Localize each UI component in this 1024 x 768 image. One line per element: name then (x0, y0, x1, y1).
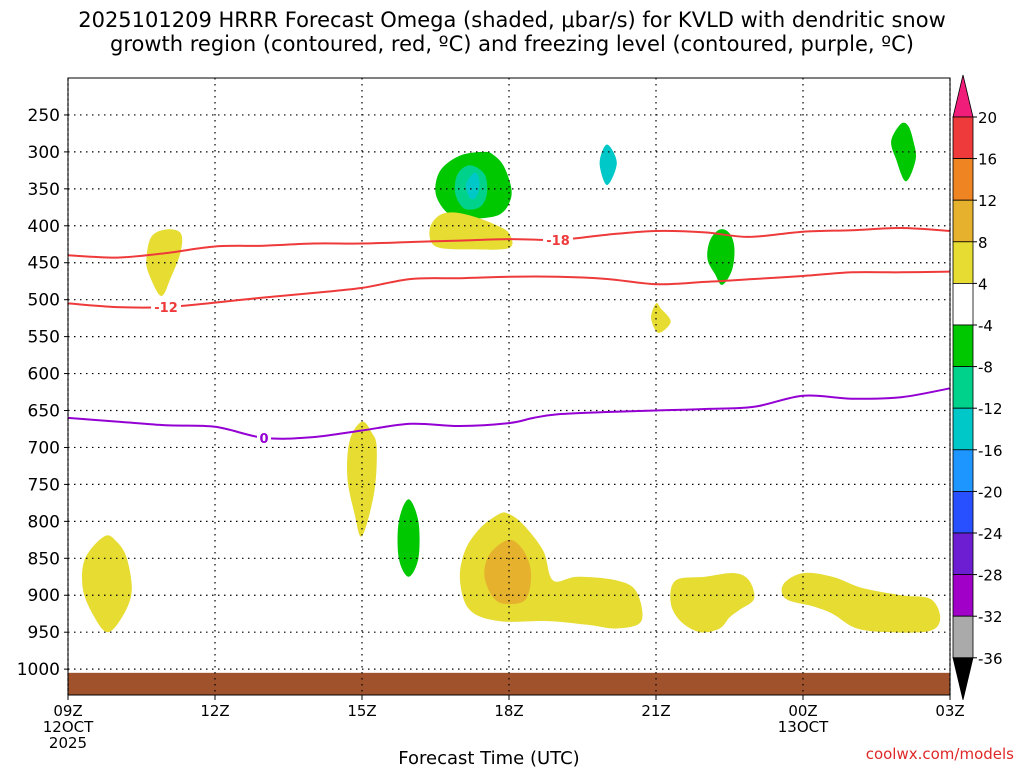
omega-area-cyan-300hpa-17z (465, 172, 480, 200)
xtick-label-21Z-0: 21Z (641, 702, 670, 720)
colorbar-box-5 (952, 324, 974, 367)
colorbar-label-6: -8 (978, 359, 993, 377)
ytick-label-750: 750 (28, 475, 60, 495)
colorbar-label-5: -4 (978, 317, 993, 335)
omega-shading-layer (81, 122, 941, 633)
contour-label-freezing-level-0: 0 (259, 432, 268, 447)
colorbar-label-10: -24 (978, 525, 1003, 543)
ground-surface (68, 672, 950, 695)
omega-area-yellow-880hpa-10z (81, 535, 132, 633)
ytick-label-850: 850 (28, 549, 60, 569)
x-axis-title: Forecast Time (UTC) (398, 748, 579, 768)
colorbar: 20 16 12 8 4 -4 -8 -12 -16 -20 -24 -28 -32 -36 (952, 74, 1003, 700)
colorbar-label-1: 16 (978, 151, 997, 169)
omega-area-yellow-730hpa-15z (347, 421, 377, 537)
contour-label-bg-freezing-level-0 (257, 429, 271, 446)
xtick-label-18Z-0: 18Z (494, 702, 523, 720)
ytick-label-300: 300 (28, 143, 60, 163)
omega-area-yellow-530hpa-21z (651, 303, 671, 333)
chart-title-line-1: 2025101209 HRRR Forecast Omega (shaded, … (78, 8, 946, 32)
ytick-label-450: 450 (28, 254, 60, 274)
colorbar-box-9 (952, 490, 974, 534)
contour-label-dgz-minus-12: -12 (154, 301, 178, 316)
contour-dgz-minus-12 (67, 270, 951, 309)
ytick-label-700: 700 (28, 438, 60, 458)
xtick-label-03Z-0: 03Z (935, 702, 964, 720)
axes-layer: 250 300 350 400 450 500 550 600 650 700 750 800 850 9… (17, 77, 965, 768)
ytick-label-500: 500 (28, 291, 60, 311)
omega-area-green-290hpa-02z (891, 122, 917, 182)
colorbar-label-11: -28 (978, 567, 1003, 585)
colorbar-label-2: 12 (978, 192, 997, 210)
ytick-label-650: 650 (28, 402, 60, 422)
omega-area-yellow-900hpa-01z (781, 572, 941, 633)
colorbar-box-8 (952, 449, 974, 492)
ytick-label-600: 600 (28, 365, 60, 385)
contour-dgz-minus-18 (67, 226, 951, 259)
colorbar-bottom-arrow (952, 657, 974, 700)
omega-area-yellow-410hpa-17z (429, 212, 513, 250)
colorbar-box-3 (952, 241, 974, 284)
xtick-label-09Z-2: 2025 (49, 734, 87, 752)
colorbar-box-12 (952, 615, 974, 659)
omega-area-orange-860hpa-18z (484, 539, 532, 605)
ytick-label-1000: 1000 (17, 660, 60, 680)
xtick-label-00Z-1: 13OCT (778, 718, 829, 736)
ytick-label-550: 550 (28, 328, 60, 348)
xtick-label-12Z-0: 12Z (200, 702, 229, 720)
colorbar-label-0: 20 (978, 109, 997, 127)
colorbar-box-1 (952, 158, 974, 201)
ytick-label-800: 800 (28, 512, 60, 532)
xtick-label-15Z-0: 15Z (347, 702, 376, 720)
colorbar-label-3: 8 (978, 234, 988, 252)
ytick-label-950: 950 (28, 623, 60, 643)
chart-title-line-2: growth region (contoured, red, ºC) and f… (110, 32, 914, 56)
ground-layer (68, 672, 950, 695)
colorbar-label-8: -16 (978, 442, 1003, 460)
colorbar-top-arrow (952, 74, 974, 118)
ytick-label-350: 350 (28, 180, 60, 200)
colorbar-label-9: -20 (978, 483, 1003, 501)
colorbar-box-0 (952, 116, 974, 159)
xtick-label-00Z-0: 00Z (788, 702, 817, 720)
contour-label-bg-dgz-minus-12 (151, 299, 181, 316)
colorbar-label-13: -36 (978, 650, 1003, 668)
gridline-layer (68, 78, 950, 695)
omega-area-green-820hpa-16z (397, 499, 420, 577)
contour-freezing-level-0 (67, 387, 951, 440)
omega-area-yellow-900hpa-22z (670, 573, 755, 633)
colorbar-box-4 (952, 282, 974, 326)
colorbar-box-11 (952, 574, 974, 617)
ytick-label-900: 900 (28, 586, 60, 606)
colorbar-label-7: -12 (978, 400, 1003, 418)
contour-label-bg-dgz-minus-18 (543, 231, 573, 248)
colorbar-box-7 (952, 407, 974, 451)
omega-area-green-440hpa-22z (707, 229, 735, 285)
contour-label-dgz-minus-18: -18 (546, 234, 570, 249)
source-credit[interactable]: coolwx.com/models (865, 745, 1014, 763)
omega-area-green-300hpa-20z (599, 144, 617, 186)
ytick-label-250: 250 (28, 106, 60, 126)
chart-title: 2025101209 HRRR Forecast Omega (shaded, … (0, 8, 1024, 56)
ytick-label-400: 400 (28, 217, 60, 237)
colorbar-label-4: 4 (978, 275, 988, 293)
xtick-label-09Z-0: 09Z (53, 702, 82, 720)
contour-layer: -18 -12 0 (67, 226, 951, 447)
colorbar-label-12: -32 (978, 608, 1003, 626)
colorbar-box-2 (952, 199, 974, 243)
xtick-label-09Z-1: 12OCT (43, 718, 94, 736)
colorbar-box-6 (952, 366, 974, 409)
colorbar-box-10 (952, 532, 974, 575)
